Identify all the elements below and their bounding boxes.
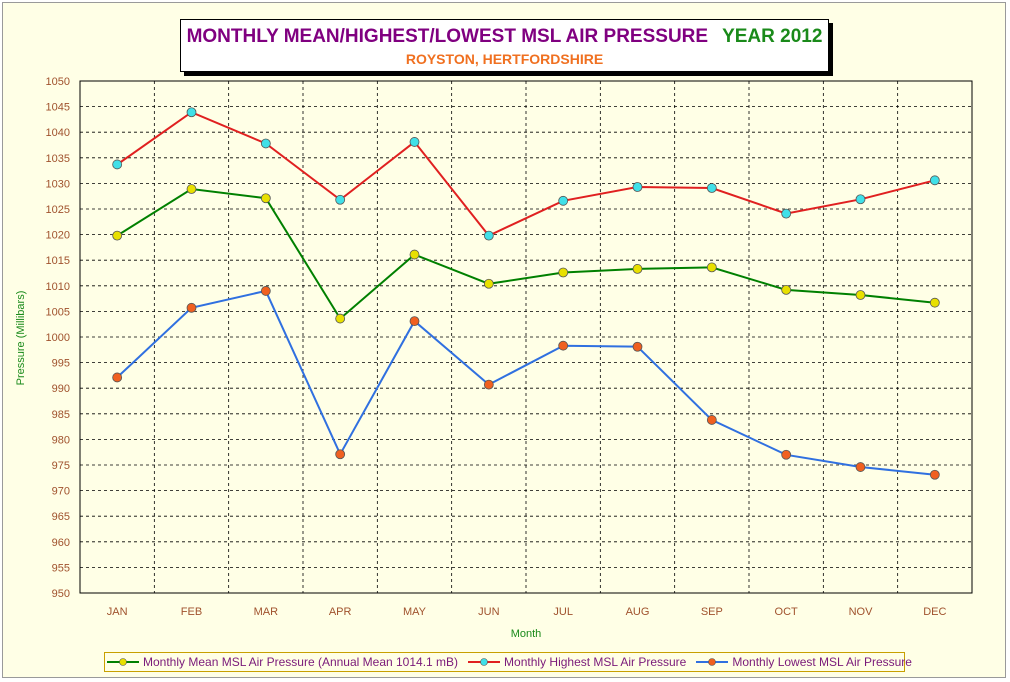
- data-point-lowest: [186, 302, 197, 313]
- data-point-lowest: [632, 341, 643, 352]
- x-tick-label: OCT: [775, 606, 799, 618]
- x-tick-label: SEP: [701, 606, 723, 618]
- x-tick-label: JUN: [478, 606, 499, 618]
- legend-label-highest: Monthly Highest MSL Air Pressure: [504, 655, 687, 669]
- y-tick-label: 1000: [46, 332, 70, 344]
- data-point-lowest: [929, 469, 940, 480]
- data-point-lowest: [558, 340, 569, 351]
- y-tick-label: 955: [52, 562, 70, 574]
- x-tick-label: NOV: [849, 606, 874, 618]
- data-point-lowest: [112, 372, 123, 383]
- data-point-lowest: [260, 286, 271, 296]
- x-tick-label: AUG: [626, 606, 650, 618]
- data-point-lowest: [409, 316, 420, 327]
- legend-item-lowest: Monthly Lowest MSL Air Pressure: [696, 655, 912, 669]
- legend-swatch-mean: [107, 658, 139, 666]
- data-point-lowest: [483, 379, 494, 390]
- data-point-lowest: [781, 449, 792, 460]
- data-point-mean: [632, 264, 643, 274]
- legend-swatch-highest: [468, 658, 501, 666]
- y-tick-label: 980: [52, 434, 70, 446]
- x-tick-label: MAR: [254, 606, 279, 618]
- data-point-highest: [409, 137, 420, 147]
- y-tick-label: 1025: [46, 204, 70, 216]
- y-tick-label: 995: [52, 358, 70, 370]
- legend-item-mean: Monthly Mean MSL Air Pressure (Annual Me…: [107, 655, 458, 669]
- chart-title-box: MONTHLY MEAN/HIGHEST/LOWEST MSL AIR PRES…: [180, 19, 829, 72]
- series-line-lowest: [116, 289, 935, 476]
- data-point-mean: [706, 262, 717, 273]
- data-point-mean: [929, 297, 940, 308]
- data-point-highest: [260, 138, 271, 149]
- y-tick-label: 1045: [46, 102, 70, 114]
- data-point-highest: [186, 107, 197, 118]
- data-point-mean: [409, 249, 420, 260]
- data-point-highest: [706, 183, 717, 193]
- data-point-mean: [186, 184, 197, 194]
- x-tick-label: DEC: [923, 606, 946, 618]
- y-tick-label: 1050: [46, 76, 70, 88]
- y-tick-label: 1040: [46, 127, 70, 139]
- y-tick-label: 950: [52, 588, 70, 600]
- data-point-highest: [483, 230, 494, 241]
- chart-title: MONTHLY MEAN/HIGHEST/LOWEST MSL AIR PRES…: [186, 26, 709, 47]
- x-tick-label: JAN: [107, 606, 128, 618]
- y-tick-label: 990: [52, 383, 70, 395]
- data-point-highest: [112, 159, 123, 170]
- y-tick-label: 1020: [46, 230, 70, 242]
- x-tick-label: JUL: [553, 606, 573, 618]
- y-tick-label: 1035: [46, 153, 70, 165]
- legend-item-highest: Monthly Highest MSL Air Pressure: [468, 655, 686, 669]
- y-tick-label: 1005: [46, 306, 70, 318]
- x-tick-label: MAY: [403, 606, 427, 618]
- data-point-lowest: [706, 415, 717, 425]
- data-point-highest: [855, 194, 866, 205]
- legend-label-mean: Monthly Mean MSL Air Pressure (Annual Me…: [143, 655, 459, 669]
- title-line: MONTHLY MEAN/HIGHEST/LOWEST MSL AIR PRES…: [181, 26, 828, 48]
- legend-swatch-lowest: [696, 658, 729, 666]
- data-point-lowest: [855, 462, 866, 472]
- legend-label-lowest: Monthly Lowest MSL Air Pressure: [732, 655, 912, 669]
- data-point-highest: [781, 208, 792, 219]
- data-point-lowest: [335, 449, 346, 460]
- y-tick-label: 965: [52, 511, 70, 523]
- y-tick-label: 970: [52, 486, 70, 498]
- data-point-highest: [335, 194, 346, 205]
- data-point-mean: [483, 278, 494, 289]
- data-point-highest: [929, 175, 940, 186]
- data-point-mean: [855, 290, 866, 300]
- data-point-highest: [558, 195, 569, 206]
- y-tick-label: 1010: [46, 281, 70, 293]
- x-tick-label: FEB: [181, 606, 202, 618]
- data-point-highest: [632, 182, 643, 192]
- data-point-mean: [558, 267, 569, 278]
- chart-subtitle: ROYSTON, HERTFORDSHIRE: [405, 51, 604, 67]
- y-tick-label: 960: [52, 537, 70, 549]
- y-tick-label: 1015: [46, 255, 70, 267]
- data-point-mean: [335, 313, 346, 324]
- series-line-highest: [116, 111, 936, 237]
- x-axis-label: Month: [511, 628, 542, 640]
- y-axis-label: Pressure (Millibars): [15, 291, 27, 386]
- data-point-mean: [112, 230, 123, 241]
- series-line-mean: [116, 187, 935, 321]
- y-tick-label: 985: [52, 409, 70, 421]
- legend: Monthly Mean MSL Air Pressure (Annual Me…: [104, 652, 912, 672]
- chart-year: YEAR 2012: [722, 26, 823, 47]
- y-tick-label: 975: [52, 460, 70, 472]
- x-tick-label: APR: [329, 606, 352, 618]
- data-point-mean: [260, 193, 271, 204]
- data-point-mean: [781, 284, 792, 295]
- y-tick-label: 1030: [46, 178, 70, 190]
